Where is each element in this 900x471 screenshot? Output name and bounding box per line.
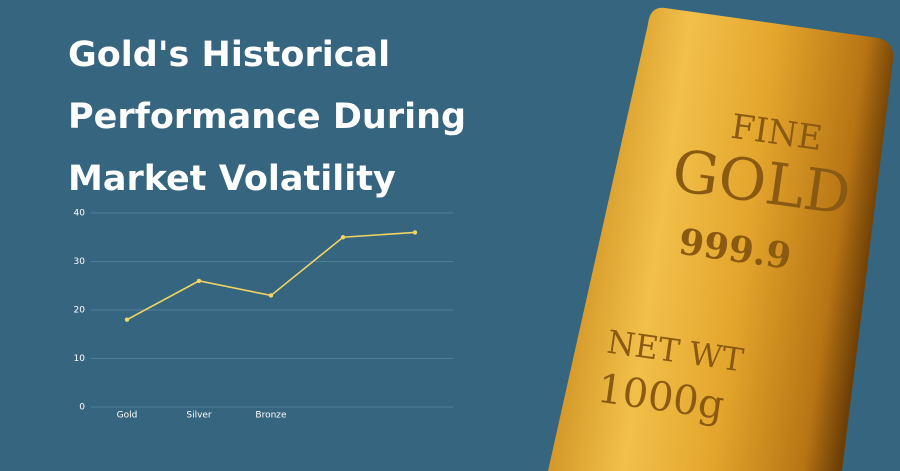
gold-bar (548, 7, 894, 471)
y-tick-label: 40 (74, 209, 86, 219)
point (196, 278, 202, 284)
x-tick-label: Bronze (255, 411, 287, 421)
y-tick-label: 20 (74, 306, 86, 316)
chart-title: Performance During (68, 97, 466, 137)
y-tick-label: 10 (74, 354, 86, 364)
point (268, 293, 274, 298)
x-tick-label: Silver (186, 411, 212, 421)
point (340, 235, 346, 240)
point (124, 317, 130, 322)
chart-title: Gold's Historical (68, 35, 390, 75)
chart-title: Market Volatility (68, 159, 396, 199)
point (412, 230, 418, 235)
y-tick-label: 30 (74, 257, 86, 267)
y-tick-label: 0 (79, 403, 85, 413)
x-tick-label: Gold (117, 411, 138, 421)
